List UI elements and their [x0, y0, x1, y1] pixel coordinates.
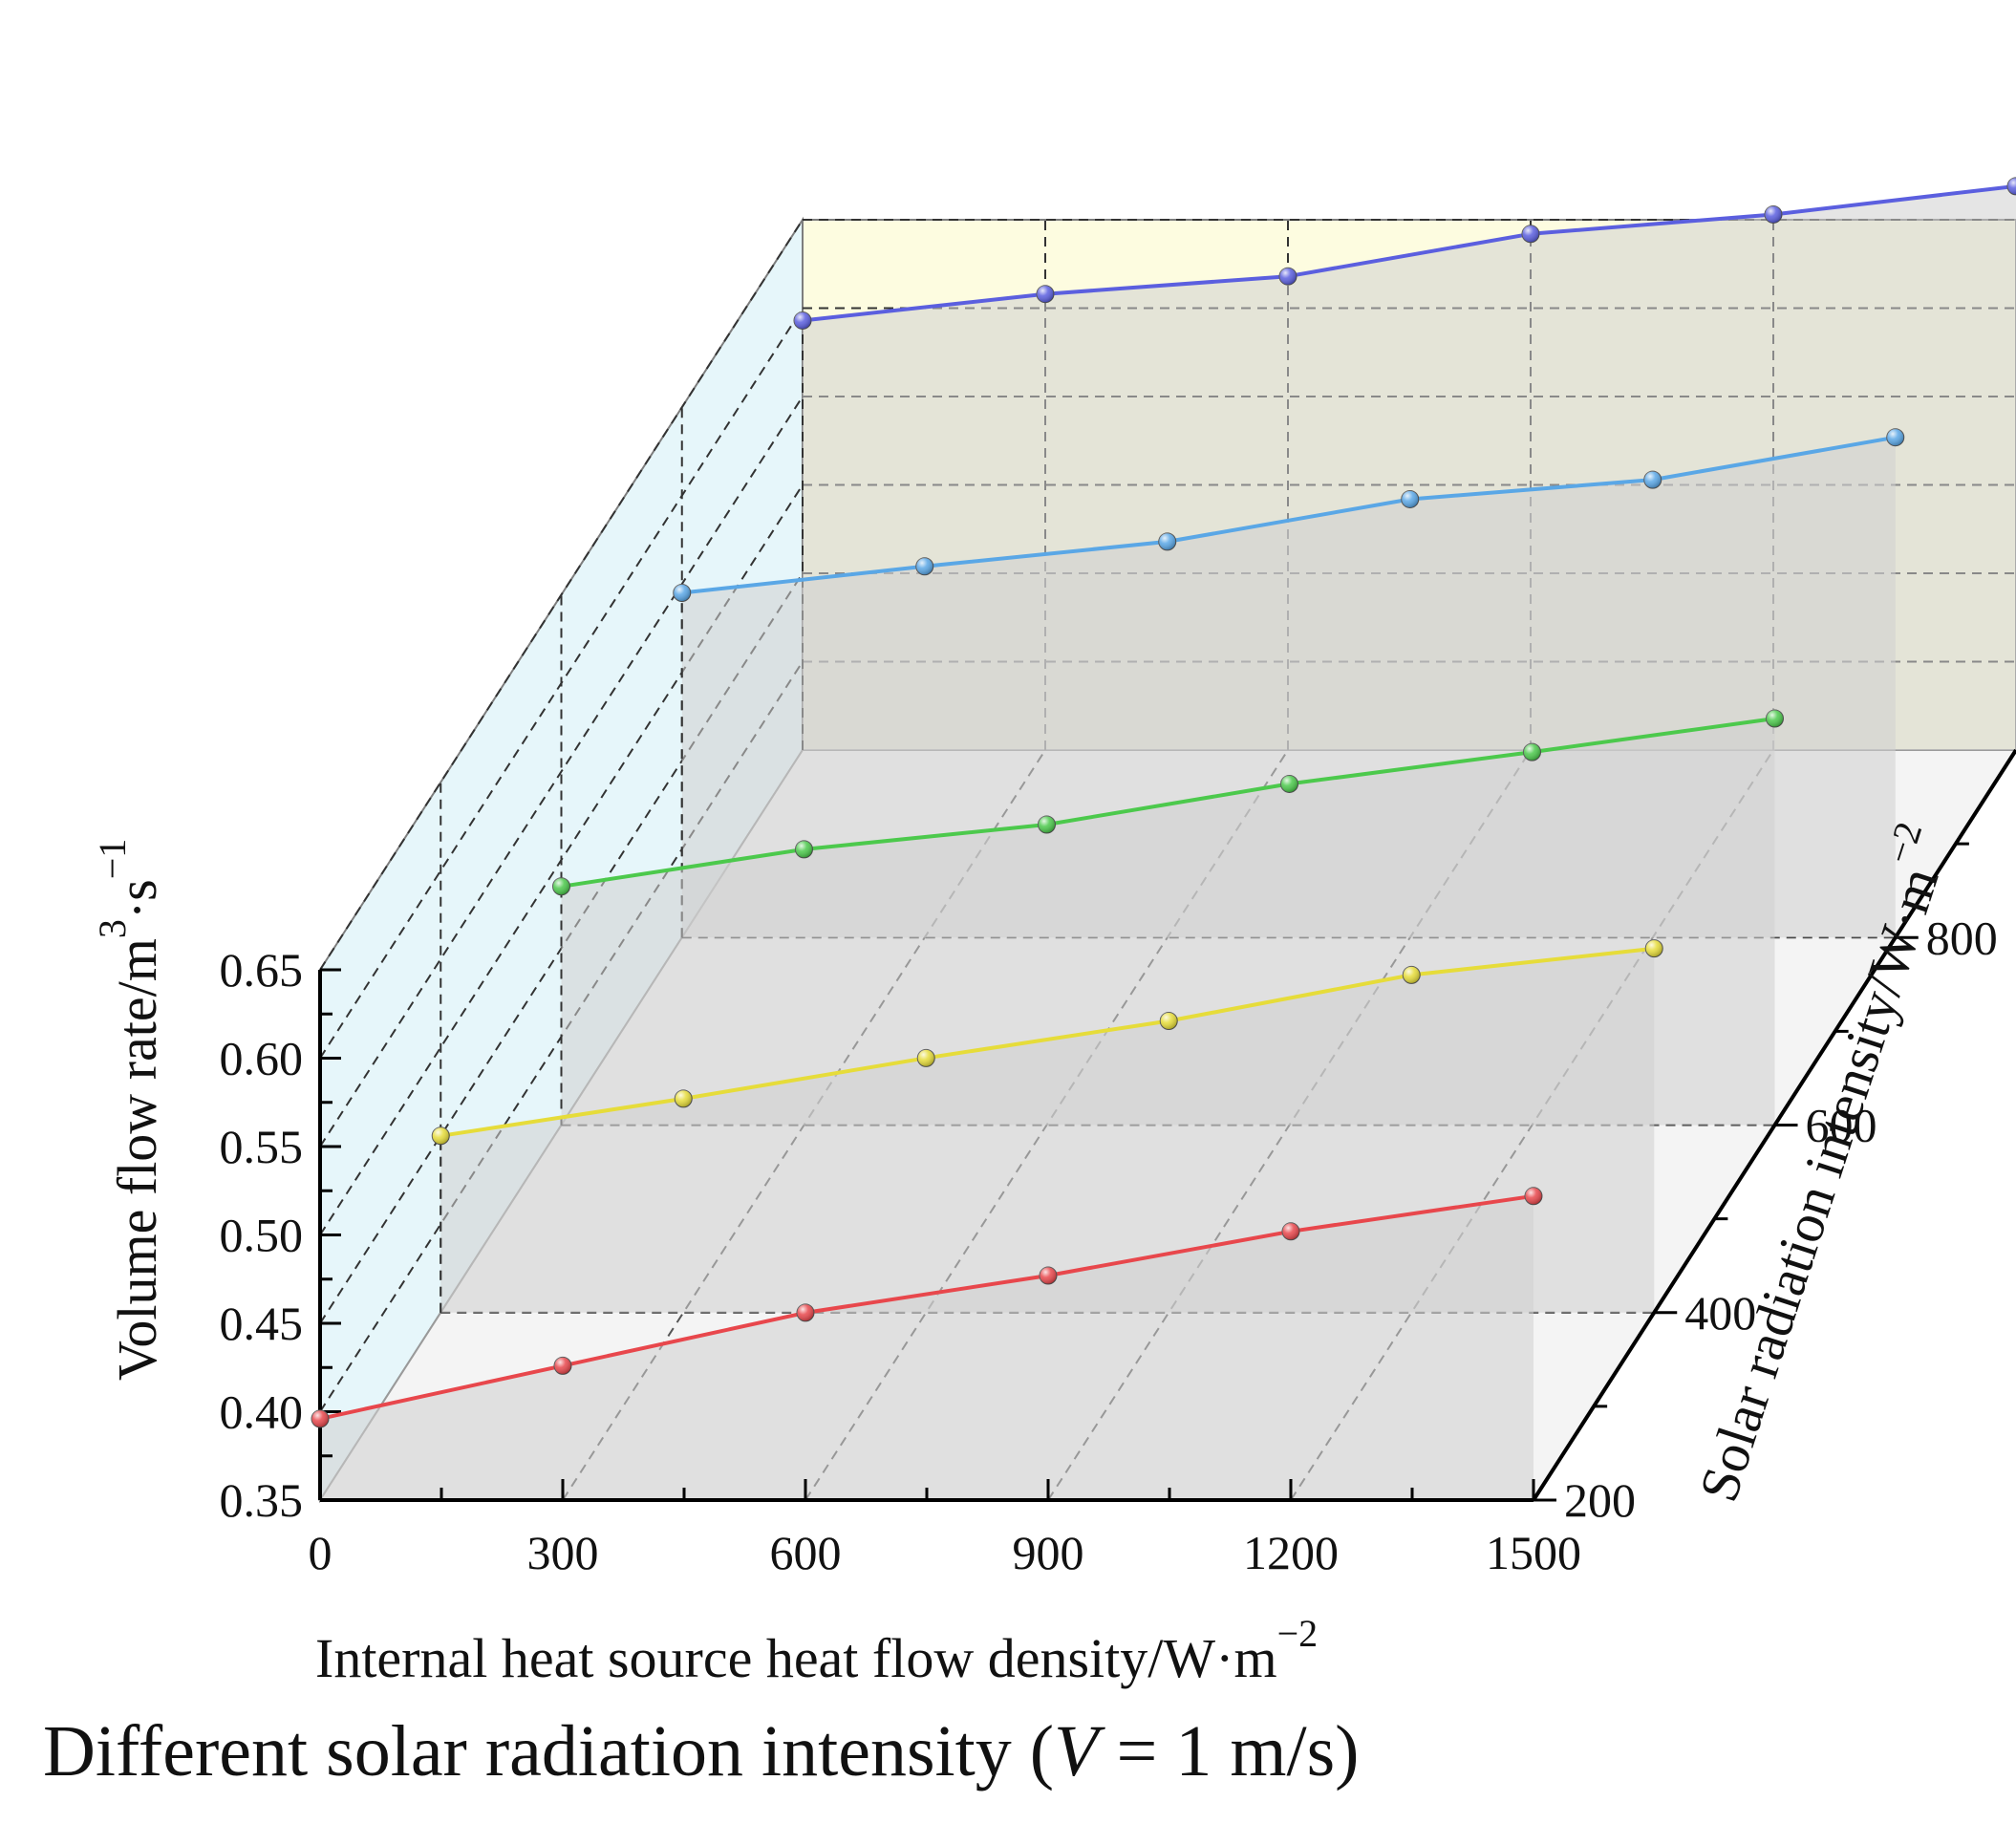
data-point-highlight — [917, 1049, 935, 1067]
series-points — [311, 177, 2016, 1428]
series-fills — [319, 185, 2016, 1500]
data-point-highlight — [1158, 532, 1176, 550]
data-point-highlight — [1280, 775, 1298, 793]
data-point-highlight — [1040, 1267, 1057, 1285]
caption-prefix: Different solar radiation intensity ( — [43, 1711, 1055, 1791]
data-point-highlight — [2007, 177, 2016, 195]
series-line — [319, 1193, 1534, 1421]
y-tick-label: 600 — [1806, 1099, 1877, 1152]
data-point-highlight — [1037, 285, 1054, 303]
x-tick-label: 1200 — [1243, 1526, 1339, 1579]
data-point-highlight — [795, 840, 813, 858]
data-point-highlight — [1645, 939, 1663, 957]
series-line — [802, 183, 2016, 323]
data-point-highlight — [1886, 428, 1904, 446]
x-axis-title: Internal heat source heat flow density/W… — [315, 1612, 1318, 1689]
data-point-highlight — [1160, 1012, 1178, 1030]
data-point-highlight — [673, 584, 691, 602]
series-line — [561, 717, 1775, 889]
data-point-highlight — [794, 311, 811, 330]
series-fill — [320, 1195, 1533, 1500]
chart-axes — [318, 748, 2016, 1502]
z-tick-label: 0.65 — [220, 943, 304, 997]
data-point-highlight — [1403, 966, 1421, 984]
y-tick-label: 800 — [1926, 911, 1998, 964]
data-point-highlight — [1522, 225, 1539, 243]
z-axis-title-mid: ·s — [106, 879, 168, 919]
z-tick-label: 0.60 — [220, 1032, 304, 1085]
data-point-highlight — [797, 1303, 814, 1321]
x-tick-label: 1500 — [1486, 1526, 1581, 1579]
data-point-highlight — [1523, 743, 1541, 762]
series-line — [681, 435, 1897, 595]
data-point-highlight — [432, 1126, 450, 1145]
y-tick-label: 200 — [1564, 1473, 1636, 1527]
caption-suffix: = 1 m/s) — [1098, 1711, 1360, 1791]
grid-left-diagonal — [319, 396, 804, 1148]
x-axis-title-sup: −2 — [1277, 1612, 1319, 1655]
caption-variable: V — [1054, 1711, 1099, 1791]
z-axis-title-text: Volume flow rate/m — [106, 938, 168, 1381]
data-point-highlight — [1765, 205, 1782, 224]
x-axis-title-text: Internal heat source heat flow density/W… — [315, 1627, 1277, 1689]
z-tick-label: 0.35 — [220, 1473, 304, 1527]
x-tick-label: 600 — [770, 1526, 842, 1579]
tick-labels: 0.35 0.40 0.45 0.50 0.55 0.60 0.65 0 300 600 900 12… — [220, 911, 1998, 1579]
z-tick-label: 0.50 — [220, 1209, 304, 1262]
y-tick-label: 400 — [1684, 1286, 1756, 1340]
data-point-highlight — [552, 877, 570, 895]
x-tick-label: 900 — [1013, 1526, 1084, 1579]
z-tick-label: 0.55 — [220, 1120, 304, 1173]
z-axis-title: Volume flow rate/m3·s−1 — [91, 839, 168, 1381]
data-point-highlight — [554, 1357, 571, 1375]
data-point-highlight — [1643, 471, 1662, 489]
series-line — [440, 946, 1655, 1138]
data-point-highlight — [1525, 1187, 1542, 1205]
data-point-highlight — [311, 1409, 329, 1427]
series-lines — [319, 183, 2016, 1421]
data-point-highlight — [1279, 268, 1297, 286]
grid-left-diagonal — [319, 219, 804, 971]
data-point-highlight — [1401, 490, 1419, 508]
data-point-highlight — [1766, 710, 1784, 727]
data-point-highlight — [1038, 816, 1056, 833]
x-tick-label: 300 — [527, 1526, 599, 1579]
z-tick-label: 0.45 — [220, 1297, 304, 1350]
z-tick-label: 0.40 — [220, 1385, 304, 1439]
data-point-highlight — [1282, 1222, 1299, 1240]
data-point-highlight — [915, 557, 933, 575]
figure-caption: Different solar radiation intensity (V =… — [43, 1710, 1359, 1793]
data-point-highlight — [675, 1089, 693, 1107]
x-tick-label: 0 — [309, 1526, 332, 1579]
z-axis-title-sup2: −1 — [91, 839, 134, 880]
z-axis-title-sup: 3 — [91, 919, 134, 938]
